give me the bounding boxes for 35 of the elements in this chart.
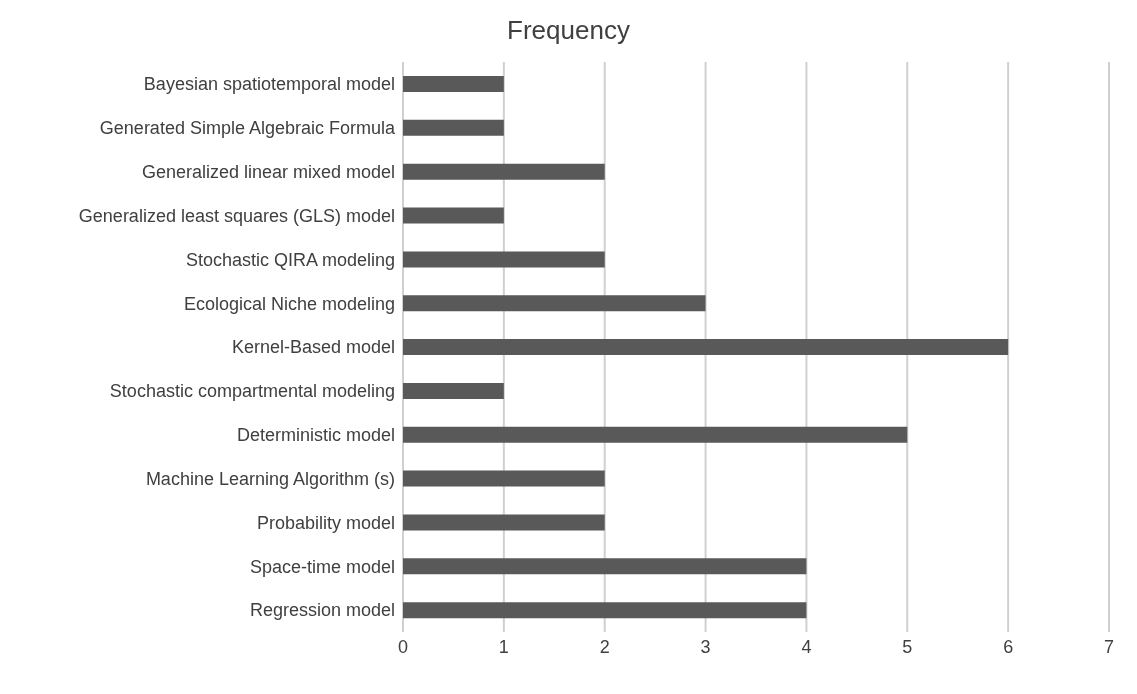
y-tick-label: Generated Simple Algebraic Formula: [99, 118, 396, 139]
bar: [403, 602, 807, 619]
x-tick-label: 2: [599, 636, 610, 657]
bar: [403, 339, 1009, 356]
bar: [403, 251, 605, 268]
x-tick-label: 6: [1003, 636, 1014, 657]
bar: [403, 382, 504, 399]
x-tick-label: 4: [801, 636, 812, 657]
y-tick-label: Stochastic QIRA modeling: [185, 249, 395, 270]
y-tick-label: Deterministic model: [236, 425, 395, 446]
y-tick-label: Generalized least squares (GLS) model: [78, 205, 395, 226]
y-tick-label: Regression model: [249, 600, 395, 621]
y-tick-label: Ecological Niche modeling: [183, 293, 395, 314]
bar: [403, 207, 504, 224]
y-tick-label: Stochastic compartmental modeling: [109, 381, 395, 402]
bar: [403, 470, 605, 487]
x-tick-label: 3: [700, 636, 711, 657]
chart-title: Frequency: [506, 14, 631, 47]
y-tick-label: Space-time model: [249, 556, 395, 577]
bar: [403, 163, 605, 180]
bar: [403, 295, 706, 312]
y-tick-label: Probability model: [256, 512, 395, 533]
y-tick-label: Generalized linear mixed model: [141, 162, 395, 183]
bar: [403, 514, 605, 531]
bar: [403, 119, 504, 136]
y-tick-label: Kernel-Based model: [231, 337, 395, 358]
x-tick-label: 0: [397, 636, 409, 657]
y-tick-label: Machine Learning Algorithm (s): [145, 468, 395, 489]
bar: [403, 76, 504, 92]
bar: [403, 558, 807, 575]
bar: [403, 426, 908, 443]
x-tick-label: 1: [498, 636, 509, 657]
x-tick-label: 7: [1103, 636, 1115, 657]
x-tick-label: 5: [902, 636, 913, 657]
y-tick-label: Bayesian spatiotemporal model: [143, 74, 395, 95]
